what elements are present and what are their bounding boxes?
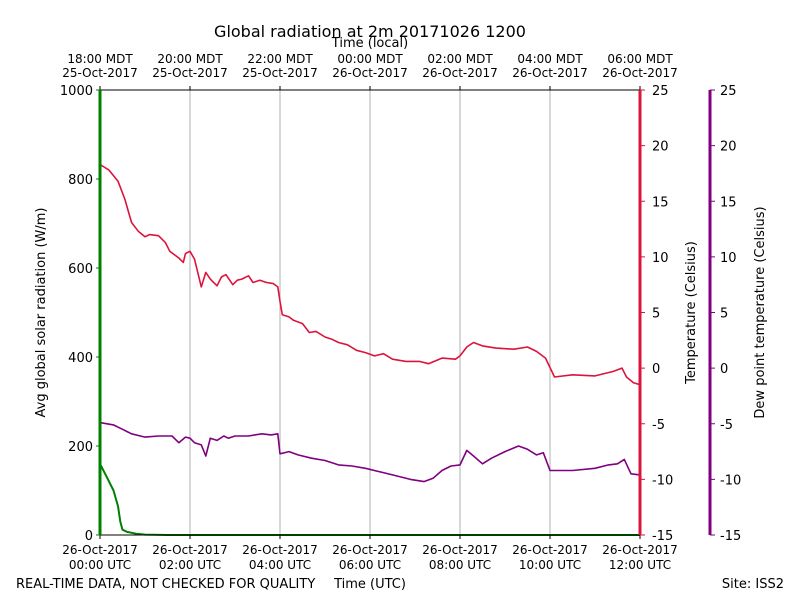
dewpoint-tick-label: 15 <box>720 195 737 210</box>
dewpoint-tick-label: 5 <box>720 307 728 322</box>
bottom-tick-time: 04:00 UTC <box>249 558 311 572</box>
temperature-tick-label: -5 <box>652 418 665 433</box>
top-tick-time: 20:00 MDT <box>157 52 223 66</box>
top-tick-date: 25-Oct-2017 <box>242 66 318 80</box>
top-tick-time: 00:00 MDT <box>337 52 403 66</box>
radiation-tick-label: 400 <box>68 351 93 366</box>
dewpoint-tick-label: 20 <box>720 140 737 155</box>
radiation-tick-label: 600 <box>68 262 93 277</box>
radiation-tick-label: 200 <box>68 440 93 455</box>
temperature-tick-label: -10 <box>652 473 673 488</box>
quality-disclaimer: REAL-TIME DATA, NOT CHECKED FOR QUALITY <box>16 577 315 592</box>
chart-title: Global radiation at 2m 20171026 1200 <box>214 22 526 41</box>
bottom-tick-time: 10:00 UTC <box>519 558 581 572</box>
plot-frame <box>98 89 712 536</box>
top-tick-time: 22:00 MDT <box>247 52 313 66</box>
grid-lines <box>189 90 551 535</box>
dewpoint-tick-label: 10 <box>720 251 737 266</box>
bottom-tick-time: 12:00 UTC <box>609 558 671 572</box>
dewpoint-series-line <box>99 421 641 483</box>
dewpoint-tick-label: -15 <box>720 529 741 544</box>
bottom-x-axis-label: Time (UTC) <box>333 577 406 592</box>
temperature-axis-label: Temperature (Celsius) <box>684 241 699 385</box>
bottom-tick-time: 00:00 UTC <box>69 558 131 572</box>
temperature-tick-label: 10 <box>652 251 669 266</box>
top-tick-date: 25-Oct-2017 <box>62 66 138 80</box>
dewpoint-axis-label: Dew point temperature (Celsius) <box>753 206 768 418</box>
top-tick-date: 26-Oct-2017 <box>422 66 498 80</box>
temperature-tick-label: 15 <box>652 195 669 210</box>
radiation-tick-label: 1000 <box>60 84 93 99</box>
top-tick-time: 06:00 MDT <box>607 52 673 66</box>
top-tick-time: 18:00 MDT <box>67 52 133 66</box>
dewpoint-tick-label: -10 <box>720 473 741 488</box>
site-label: Site: ISS2 <box>722 577 784 592</box>
bottom-tick-time: 02:00 UTC <box>159 558 221 572</box>
top-tick-date: 26-Oct-2017 <box>512 66 588 80</box>
radiation-tick-label: 800 <box>68 173 93 188</box>
temperature-tick-label: 25 <box>652 84 669 99</box>
dewpoint-tick-label: 25 <box>720 84 737 99</box>
top-x-axis-label: Time (local) <box>331 36 408 51</box>
temperature-tick-label: 5 <box>652 307 660 322</box>
top-tick-time: 04:00 MDT <box>517 52 583 66</box>
bottom-tick-date: 26-Oct-2017 <box>62 543 138 557</box>
temperature-tick-label: 20 <box>652 140 669 155</box>
bottom-tick-date: 26-Oct-2017 <box>242 543 318 557</box>
radiation-axis-label: Avg global solar radiation (W/m) <box>34 208 49 418</box>
top-tick-date: 26-Oct-2017 <box>332 66 408 80</box>
bottom-tick-date: 26-Oct-2017 <box>602 543 678 557</box>
bottom-tick-time: 06:00 UTC <box>339 558 401 572</box>
bottom-tick-date: 26-Oct-2017 <box>332 543 408 557</box>
radiation-tick-label: 0 <box>85 529 93 544</box>
dewpoint-tick-label: -5 <box>720 418 733 433</box>
bottom-tick-date: 26-Oct-2017 <box>152 543 228 557</box>
top-tick-date: 26-Oct-2017 <box>602 66 678 80</box>
temperature-series-line <box>99 163 641 386</box>
bottom-tick-date: 26-Oct-2017 <box>512 543 588 557</box>
bottom-tick-date: 26-Oct-2017 <box>422 543 498 557</box>
temperature-tick-label: -15 <box>652 529 673 544</box>
temperature-tick-label: 0 <box>652 362 660 377</box>
bottom-tick-time: 08:00 UTC <box>429 558 491 572</box>
top-tick-date: 25-Oct-2017 <box>152 66 228 80</box>
top-tick-time: 02:00 MDT <box>427 52 493 66</box>
dewpoint-tick-label: 0 <box>720 362 728 377</box>
